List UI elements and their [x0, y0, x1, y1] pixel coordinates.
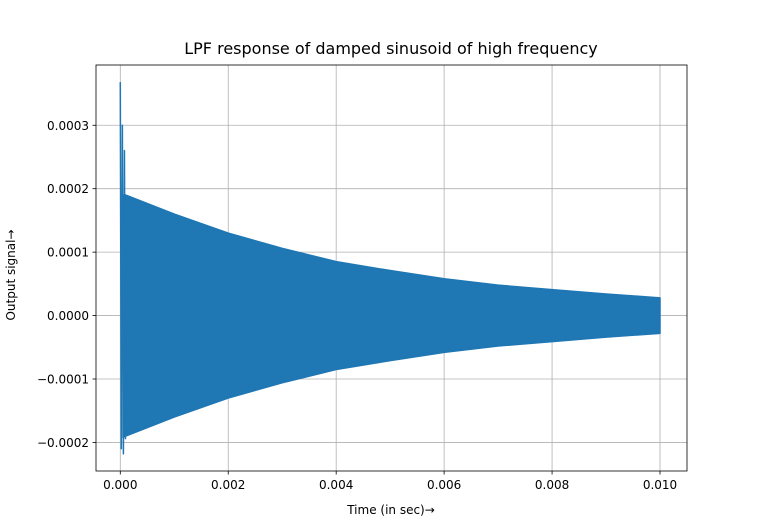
plot-frame: [95, 64, 688, 472]
y-tick-label: 0.0000: [47, 309, 89, 323]
chart-title: LPF response of damped sinusoid of high …: [184, 39, 598, 58]
y-tick-label: 0.0002: [47, 182, 89, 196]
y-tick-label: 0.0003: [47, 119, 89, 133]
x-tick-label: 0.010: [643, 478, 677, 492]
y-tick-label: 0.0001: [47, 246, 89, 260]
x-tick-label: 0.006: [427, 478, 461, 492]
signal-transient: [119, 82, 127, 455]
x-tick-label: 0.008: [535, 478, 569, 492]
x-axis-label: Time (in sec)→: [346, 503, 435, 517]
ticks: 0.000 0.002 0.004 0.006 0.008 0.010 −0.0002 −0.…: [37, 119, 677, 492]
y-tick-label: −0.0001: [37, 373, 89, 387]
series-group: [119, 82, 661, 455]
x-tick-label: 0.002: [211, 478, 245, 492]
x-tick-label: 0.000: [103, 478, 137, 492]
x-tick-label: 0.004: [319, 478, 353, 492]
signal-band: [122, 194, 661, 439]
y-tick-label: −0.0002: [37, 436, 89, 450]
y-axis-label: Output signal→: [4, 229, 18, 320]
